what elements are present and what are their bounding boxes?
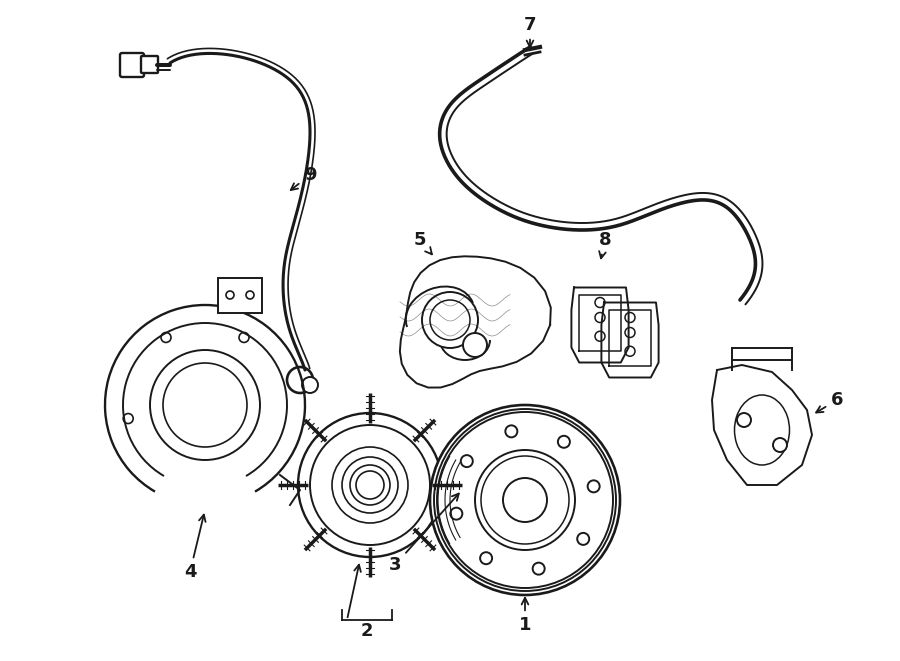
Text: 9: 9 [291, 166, 316, 190]
Polygon shape [572, 288, 628, 362]
Circle shape [287, 367, 313, 393]
Text: 8: 8 [598, 231, 611, 258]
Circle shape [150, 350, 260, 460]
Circle shape [302, 377, 318, 393]
Text: 5: 5 [414, 231, 432, 254]
Circle shape [737, 413, 751, 427]
FancyBboxPatch shape [120, 53, 144, 77]
Circle shape [430, 405, 620, 595]
Circle shape [773, 438, 787, 452]
FancyBboxPatch shape [218, 278, 262, 313]
Polygon shape [601, 303, 659, 377]
Polygon shape [400, 256, 551, 387]
Circle shape [463, 333, 487, 357]
Text: 1: 1 [518, 598, 531, 634]
Text: 6: 6 [816, 391, 843, 412]
Text: 2: 2 [361, 622, 374, 640]
Text: 3: 3 [389, 494, 459, 574]
Text: 7: 7 [524, 16, 536, 47]
Polygon shape [712, 365, 812, 485]
Circle shape [422, 292, 478, 348]
Text: 4: 4 [184, 515, 205, 581]
FancyBboxPatch shape [141, 56, 158, 73]
Circle shape [298, 413, 442, 557]
